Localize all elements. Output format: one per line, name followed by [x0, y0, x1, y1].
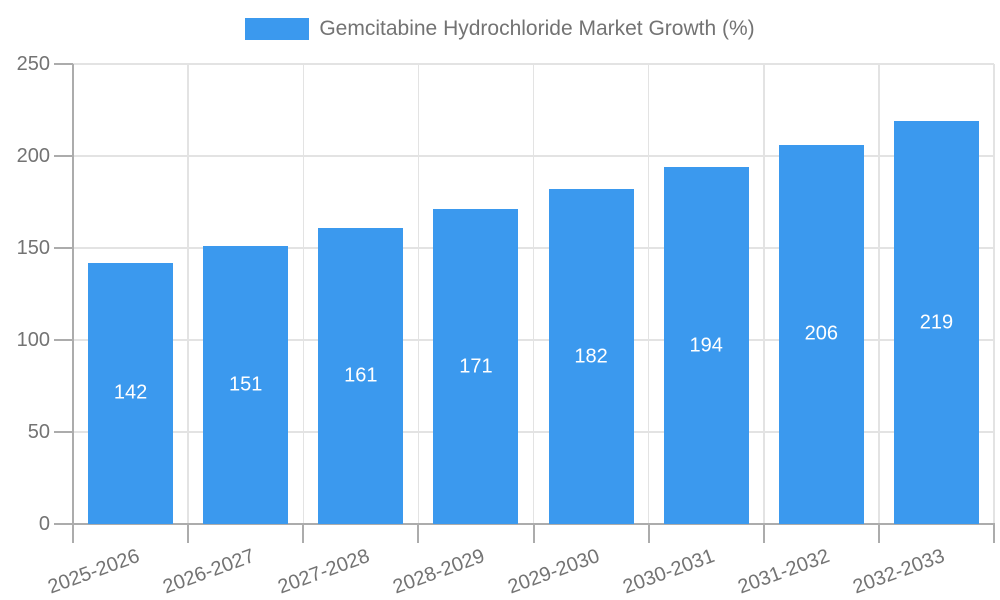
- x-gridline: [187, 64, 189, 524]
- x-gridline: [763, 64, 765, 524]
- y-axis-tick: [54, 63, 73, 65]
- bar-2032-2033: 219: [893, 121, 979, 524]
- y-axis-tick: [54, 431, 73, 433]
- bar-2026-2027: 151: [203, 246, 289, 524]
- y-axis-tick-label: 250: [16, 53, 50, 75]
- x-axis-tick: [532, 524, 535, 543]
- bar-value-label: 194: [689, 334, 723, 356]
- bar-2025-2026: 142: [88, 262, 174, 524]
- bar-value-label: 206: [804, 322, 838, 345]
- legend-label: Gemcitabine Hydrochloride Market Growth …: [319, 17, 755, 40]
- y-axis-tick-label: 0: [38, 513, 50, 535]
- y-axis-tick: [54, 247, 73, 249]
- y-axis-tick-label: 100: [16, 329, 50, 351]
- x-axis-tick: [877, 524, 880, 543]
- x-gridline: [993, 64, 995, 524]
- x-axis-tick: [993, 524, 995, 543]
- bar-value-label: 151: [229, 373, 263, 396]
- x-gridline: [302, 64, 304, 524]
- bar-2029-2030: 182: [548, 189, 634, 524]
- x-gridline: [532, 64, 535, 524]
- bar-value-label: 219: [919, 311, 954, 333]
- y-axis-tick: [54, 339, 73, 341]
- x-gridline: [417, 64, 420, 524]
- x-axis-tick: [187, 524, 190, 543]
- y-axis-tick: [54, 523, 73, 525]
- y-axis-line: [72, 64, 74, 526]
- bar-2028-2029: 171: [433, 209, 519, 524]
- bar-value-label: 142: [113, 381, 148, 404]
- x-axis-line: [72, 523, 995, 525]
- bar-2030-2031: 194: [663, 167, 749, 524]
- x-axis-tick: [647, 524, 650, 543]
- y-axis-tick-label: 200: [16, 145, 50, 167]
- bar-2027-2028: 161: [318, 227, 404, 524]
- chart-legend: Gemcitabine Hydrochloride Market Growth …: [0, 17, 1000, 41]
- x-axis-tick: [762, 524, 765, 543]
- bar-2031-2032: 206: [778, 144, 864, 524]
- x-axis-tick: [72, 524, 74, 543]
- bar-value-label: 171: [459, 355, 493, 378]
- legend-swatch: [245, 18, 310, 40]
- x-gridline: [878, 64, 880, 524]
- y-axis-tick-label: 50: [27, 421, 50, 443]
- bar-value-label: 182: [574, 345, 608, 368]
- x-gridline: [647, 64, 650, 524]
- x-axis-tick: [417, 524, 420, 543]
- bar-value-label: 161: [344, 364, 378, 387]
- y-axis-tick-label: 150: [16, 237, 50, 259]
- y-axis-tick: [54, 155, 73, 157]
- x-axis-tick: [302, 524, 305, 543]
